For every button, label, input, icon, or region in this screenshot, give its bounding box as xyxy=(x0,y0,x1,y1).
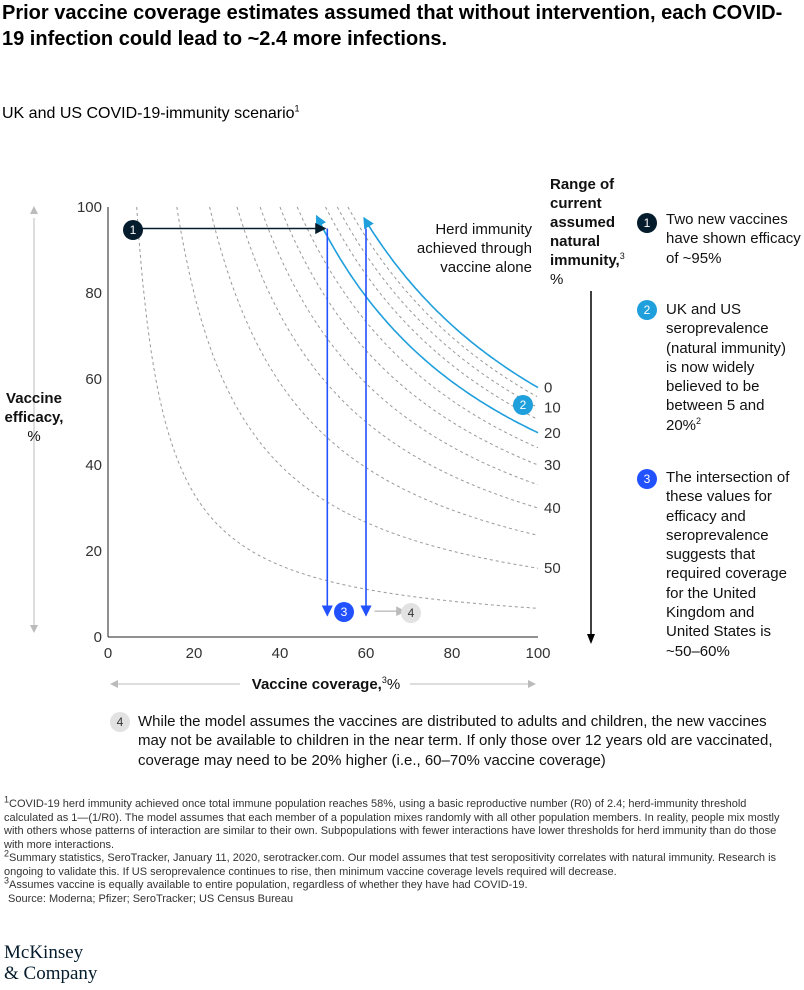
y-tick-label: 80 xyxy=(85,285,102,302)
curve-label-0: 0 xyxy=(544,380,552,397)
note-3: The intersection of these values for eff… xyxy=(666,469,790,660)
footnote-3-marker: 3 xyxy=(4,875,10,886)
badge-1: 1 xyxy=(123,220,143,240)
y-axis-label-line2: efficacy, xyxy=(5,409,64,426)
note-2-badge: 2 xyxy=(637,300,657,320)
right-axis-title-unit: % xyxy=(550,271,563,288)
source-line: Source: Moderna; Pfizer; SeroTracker; US… xyxy=(8,892,294,905)
x-tick-label: 60 xyxy=(358,645,375,662)
x-guide-arrowhead-left xyxy=(110,680,118,688)
x-tick-label: 0 xyxy=(104,645,112,662)
herd-annotation-line2: achieved through xyxy=(417,240,532,257)
y-tick-labels: 0 20 40 60 80 100 xyxy=(77,199,102,646)
curve-natural-immunity-45 xyxy=(209,206,537,536)
footnote-2-text: Summary statistics, SeroTracker, January… xyxy=(4,852,777,878)
immunity-chart: Vaccine efficacy, % Vaccine coverage,3% … xyxy=(5,176,625,693)
footnote-3-text: Assumes vaccine is equally available to … xyxy=(9,879,528,891)
chart-title: Prior vaccine coverage estimates assumed… xyxy=(2,2,783,50)
subtitle-text: UK and US COVID-19-immunity scenario xyxy=(2,105,295,122)
y-axis-label-line1: Vaccine xyxy=(6,390,62,407)
x-tick-labels: 0 20 40 60 80 100 xyxy=(104,645,551,662)
y-tick-label: 40 xyxy=(85,457,102,474)
y-tick-label: 20 xyxy=(85,543,102,560)
x-axis-label-sup: 3 xyxy=(382,675,387,685)
curve-label-30: 30 xyxy=(544,457,561,474)
right-axis-down-arrowhead xyxy=(587,634,595,644)
curve-natural-immunity-30 xyxy=(279,206,539,466)
scenario-markers xyxy=(132,222,406,617)
chart-subtitle: UK and US COVID-19-immunity scenario1 xyxy=(2,104,300,124)
curve-natural-immunity-10 xyxy=(336,206,538,408)
y-tick-label: 100 xyxy=(77,199,102,216)
footnote-1: 1COVID-19 herd immunity achieved once to… xyxy=(4,795,794,852)
note-1-badge: 1 xyxy=(637,213,657,233)
y-guide-arrowhead-up xyxy=(30,206,38,214)
x-tick-label: 80 xyxy=(444,645,461,662)
note-4-badge: 4 xyxy=(110,712,130,732)
note-2: UK and US seroprevalence (natural immuni… xyxy=(666,300,798,435)
curve-label-20: 20 xyxy=(544,425,561,442)
footnote-1-marker: 1 xyxy=(4,794,10,805)
note-2-text: UK and US seroprevalence (natural immuni… xyxy=(666,301,787,434)
curve-label-50: 50 xyxy=(544,560,561,577)
x-axis-label: Vaccine coverage,3% xyxy=(252,675,400,693)
immunity-curves xyxy=(136,206,539,609)
x-guide-arrowhead-right xyxy=(528,680,536,688)
logo-line1: McKinsey xyxy=(4,942,84,963)
right-axis-title-line2: current xyxy=(550,195,602,212)
curve-natural-immunity-35 xyxy=(259,206,538,486)
right-axis-title-line4: natural xyxy=(550,233,600,250)
curve-natural-immunity-25 xyxy=(296,206,539,449)
badge-3: 3 xyxy=(334,602,354,622)
curve-natural-immunity-15 xyxy=(325,206,537,420)
herd-annotation-line1: Herd immunity xyxy=(435,221,532,238)
curve-label-10: 10 xyxy=(544,400,561,417)
logo-line2: & Company xyxy=(4,963,98,984)
badge-2: 2 xyxy=(513,395,533,415)
curve-natural-immunity-20 xyxy=(315,214,539,434)
footnote-1-text: COVID-19 herd immunity achieved once tot… xyxy=(4,798,780,851)
curve-natural-immunity-50 xyxy=(176,206,539,569)
right-axis-title-line5: immunity,3 xyxy=(550,251,625,269)
footnote-3: 3Assumes vaccine is equally available to… xyxy=(4,876,794,893)
curve-label-40: 40 xyxy=(544,500,561,517)
x-axis-label-unit: % xyxy=(387,676,400,693)
y-tick-label: 0 xyxy=(94,629,102,646)
mckinsey-logo: McKinsey & Company xyxy=(4,942,97,984)
y-tick-label: 60 xyxy=(85,371,102,388)
curve-natural-immunity-55 xyxy=(136,206,537,609)
badge-4-chart: 4 xyxy=(401,603,421,623)
footnote-2: 2Summary statistics, SeroTracker, Januar… xyxy=(4,849,794,879)
y-guide-arrowhead-down xyxy=(30,625,38,633)
curve-labels: 0 10 20 30 40 50 xyxy=(544,380,561,578)
x-tick-label: 20 xyxy=(186,645,203,662)
subtitle-footnote-marker: 1 xyxy=(294,103,300,114)
note-2-sup: 2 xyxy=(696,415,702,426)
footnotes: 1COVID-19 herd immunity achieved once to… xyxy=(4,795,794,906)
right-axis-title-line3: assumed xyxy=(550,214,615,231)
y-axis-label-line3: % xyxy=(27,428,40,445)
x-axis-label-text: Vaccine coverage, xyxy=(252,676,382,693)
curve-natural-immunity-0 xyxy=(363,216,539,389)
note-4: While the model assumes the vaccines are… xyxy=(138,713,773,769)
herd-annotation-line3: vaccine alone xyxy=(440,259,532,276)
right-axis-title-sup: 3 xyxy=(620,251,625,261)
right-axis-title-line1: Range of xyxy=(550,176,615,193)
note-3-badge: 3 xyxy=(637,469,657,489)
curve-natural-immunity-5 xyxy=(347,206,538,398)
right-axis-title-immunity: immunity, xyxy=(550,252,620,269)
footnote-2-marker: 2 xyxy=(4,848,10,859)
note-1: Two new vaccines have shown efficacy of … xyxy=(666,211,801,267)
x-tick-label: 100 xyxy=(525,645,550,662)
x-tick-label: 40 xyxy=(272,645,289,662)
